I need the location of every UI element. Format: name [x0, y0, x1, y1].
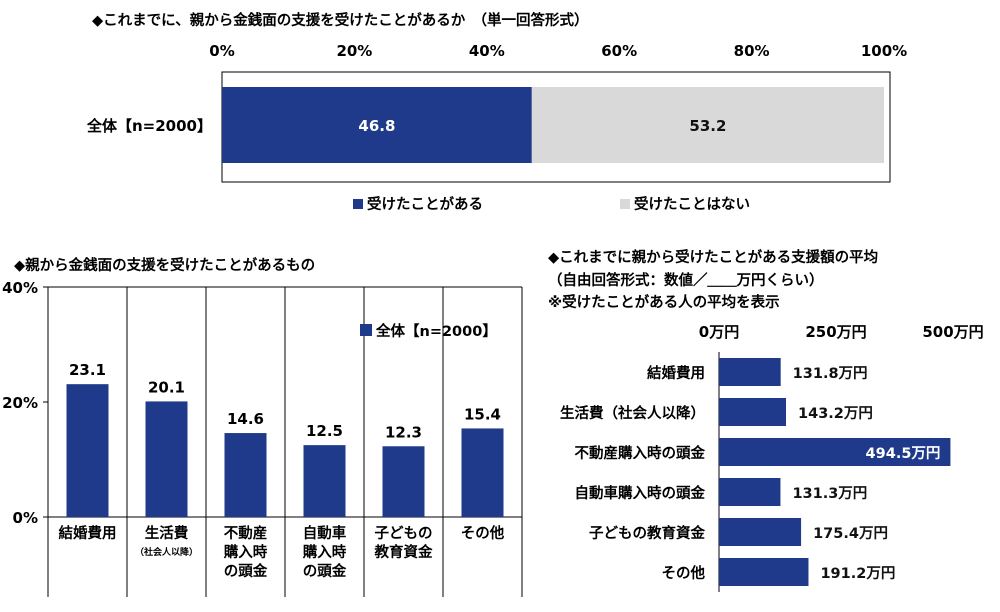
chart-3-value-label: 131.3万円	[792, 485, 867, 502]
chart-2-legend-label: 全体【n=2000】	[375, 322, 497, 340]
chart-1-legend: 受けたことがある 受けたことはない	[353, 195, 750, 213]
chart-2-value-label: 12.5	[306, 422, 343, 440]
chart-2-legend: 全体【n=2000】	[360, 322, 497, 340]
chart-1-legend-label: 受けたことはない	[634, 195, 750, 213]
chart-2-bar	[303, 445, 346, 517]
chart-2-category-label: その他	[461, 524, 505, 542]
chart-2-category-label: 結婚費用	[59, 524, 117, 542]
chart-2-value-label: 23.1	[69, 361, 106, 379]
chart-2-bar	[145, 401, 188, 517]
chart-1-tick-label: 40%	[469, 42, 505, 60]
chart-3-value-label: 494.5万円	[866, 445, 941, 462]
chart-2-category-labels: 結婚費用 生活費（社会人以降）不動産購入時の頭金自動車購入時の頭金子どもの教育資金…	[59, 524, 505, 580]
chart-2-value-label: 14.6	[227, 410, 264, 428]
chart-2-category-label: 購入時	[223, 543, 268, 561]
chart-2-value-label: 15.4	[464, 405, 501, 423]
chart-1-bars: 46.8 53.2	[222, 87, 884, 163]
chart-1-category-label: 全体【n=2000】	[86, 117, 212, 135]
chart-3-category-label: 不動産購入時の頭金	[575, 444, 706, 462]
chart-2-legend-swatch	[360, 324, 372, 336]
chart-2-bar	[224, 433, 267, 517]
chart-2-category-label: 購入時	[302, 543, 347, 561]
chart-3-bar	[719, 438, 951, 466]
chart-3-title-line-3: ※受けたことがある人の平均を表示	[548, 293, 780, 311]
chart-1-tick-label: 100%	[861, 42, 907, 60]
chart-1: ◆これまでに、親から金銭面の支援を受けたことがあるか （単一回答形式） 0% 20…	[86, 11, 907, 213]
chart-2-title: ◆親から金銭面の支援を受けたことがあるもの	[14, 256, 315, 274]
chart-3-value-label: 191.2万円	[820, 565, 895, 582]
chart-2-category-label: 自動車	[303, 524, 347, 542]
chart-2-category-label: 子どもの	[375, 525, 433, 542]
chart-2-value-label: 12.3	[385, 423, 422, 441]
chart-2-category-label: 不動産	[224, 524, 268, 542]
chart-3-value-label: 143.2万円	[798, 405, 873, 422]
chart-2-tick-label: 20%	[2, 394, 38, 412]
chart-1-bar-segment	[531, 87, 884, 163]
chart-1-bar-segment	[222, 87, 532, 163]
chart-1-legend-label: 受けたことがある	[367, 195, 483, 213]
chart-1-tick-label: 20%	[336, 42, 372, 60]
chart-2-bar	[66, 384, 109, 517]
chart-3-tick-label: 500万円	[922, 323, 983, 341]
chart-3-title-line-1: ◆これまでに親から受けたことがある支援額の平均	[548, 248, 878, 266]
chart-3-bar	[719, 558, 809, 586]
chart-2-category-label: の頭金	[303, 562, 347, 580]
chart-2-ticks: 40% 20% 0%	[2, 279, 48, 527]
chart-2-bar	[461, 428, 504, 517]
chart-1-title: ◆これまでに、親から金銭面の支援を受けたことがあるか （単一回答形式）	[92, 11, 588, 29]
chart-3-tick-label: 0万円	[699, 323, 739, 341]
chart-2-category-label: 教育資金	[374, 543, 433, 561]
chart-2-bar	[382, 446, 425, 517]
chart-2-category-note: （社会人以降）	[135, 546, 198, 558]
chart-3-category-label: その他	[662, 564, 706, 582]
chart-3-category-label: 自動車購入時の頭金	[575, 484, 706, 502]
chart-3-value-label: 175.4万円	[813, 525, 888, 542]
chart-3-bar	[719, 358, 781, 386]
chart-2-category-label: 生活費	[145, 524, 189, 542]
chart-1-legend-swatch	[353, 199, 363, 209]
chart-2-tick-label: 40%	[2, 279, 38, 297]
chart-3-tick-label: 250万円	[805, 323, 866, 341]
chart-3-bar	[719, 518, 802, 546]
chart-2: ◆親から金銭面の支援を受けたことがあるもの 40% 20% 0% 23.1 20.1 1…	[2, 256, 523, 597]
chart-1-tick-label: 0%	[209, 42, 234, 60]
chart-2-category-label: の頭金	[224, 562, 268, 580]
chart-3-bar	[719, 478, 781, 506]
chart-3-category-label: 結婚費用	[647, 364, 705, 382]
chart-2-value-label: 20.1	[148, 378, 185, 396]
chart-1-ticks: 0% 20% 40% 60% 80% 100%	[209, 42, 907, 60]
chart-3: ◆これまでに親から受けたことがある支援額の平均 （自由回答形式：数値／＿＿万円く…	[548, 248, 984, 592]
chart-1-legend-swatch	[620, 199, 630, 209]
chart-1-value-label: 46.8	[358, 117, 395, 135]
chart-3-title-line-2: （自由回答形式：数値／＿＿万円くらい）	[548, 271, 824, 289]
chart-2-tick-label: 0%	[13, 509, 38, 527]
chart-3-value-label: 131.8万円	[793, 365, 868, 382]
chart-1-value-label: 53.2	[689, 117, 726, 135]
chart-3-bar	[719, 398, 787, 426]
chart-3-category-label: 子どもの教育資金	[589, 524, 705, 542]
chart-2-frame	[47, 286, 523, 597]
chart-1-tick-label: 60%	[601, 42, 637, 60]
chart-3-ticks: 0万円 250万円 500万円	[699, 323, 984, 341]
chart-2-bars: 23.1 20.1 14.6 12.5 12.3 15.4	[66, 361, 504, 517]
chart-1-tick-label: 80%	[734, 42, 770, 60]
chart-3-category-label: 生活費（社会人以降）	[560, 404, 705, 422]
